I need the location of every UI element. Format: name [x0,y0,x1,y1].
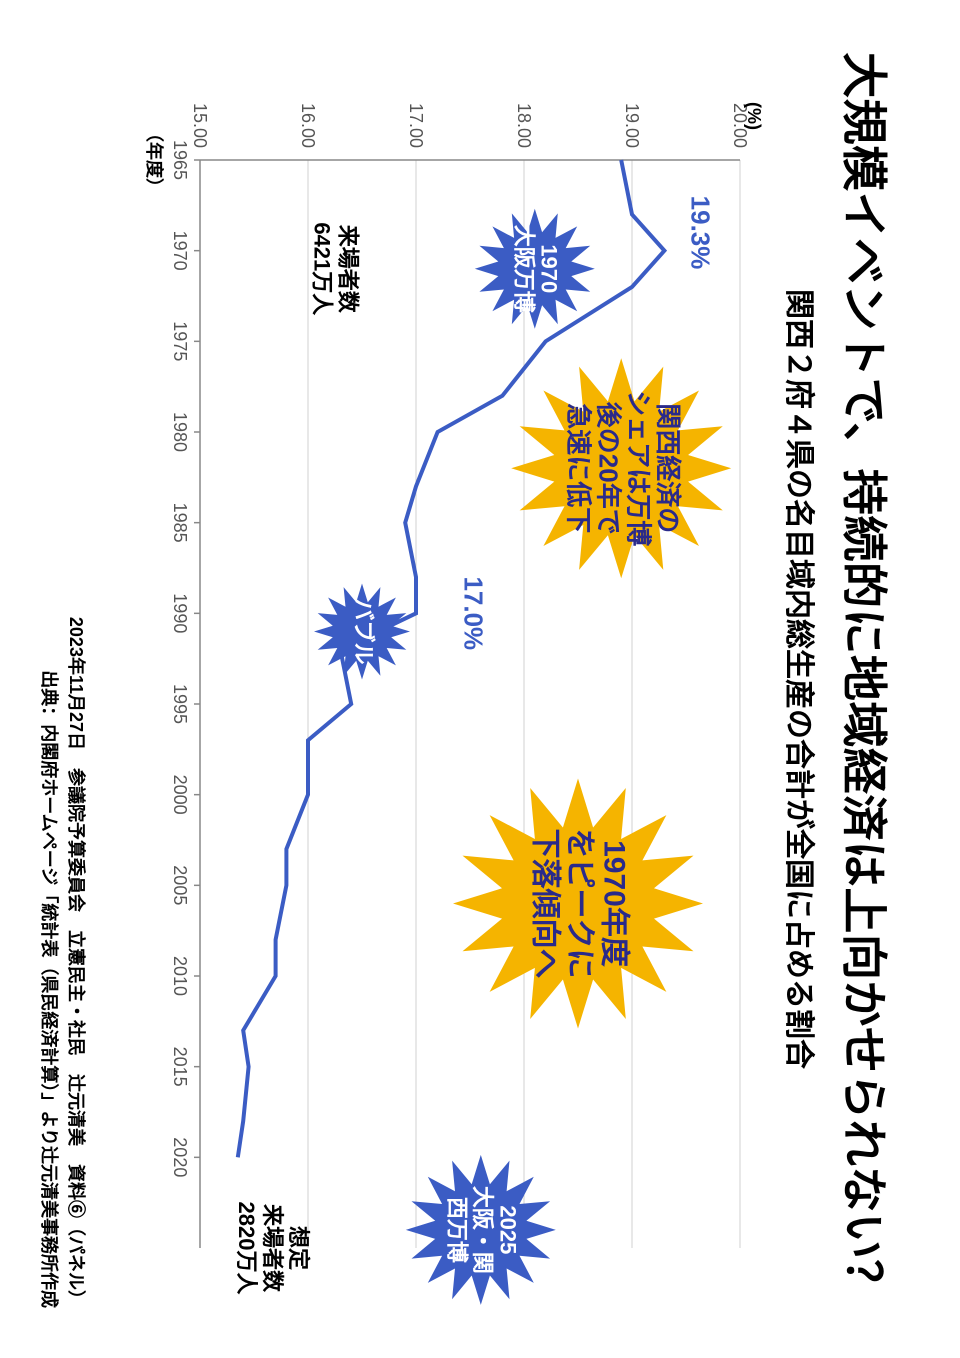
expo-2025-label: 2025 [495,1205,520,1254]
x-tick-label: 2020 [170,1137,190,1177]
decline-annotation-label: 関西経済の [653,403,683,533]
x-tick-label: 2015 [170,1047,190,1087]
footer: 2023年11月27日 参議院予算委員会 立憲民主・社民 辻元清美 資料⑥（パネ… [35,50,89,1308]
x-tick-label: 1965 [170,140,190,180]
y-tick-label: 15.00 [190,103,210,148]
x-axis-unit: （年度） [144,124,165,196]
x-tick-label: 1980 [170,412,190,452]
expo-1970-label: 大阪万博 [511,225,536,313]
page-title: 大規模イベントで、持続的に地域経済は上向かせられない？ [834,50,900,1308]
x-tick-label: 2000 [170,775,190,815]
bubble-value-label: 17.0% [459,576,489,650]
x-tick-label: 2010 [170,956,190,996]
y-tick-label: 16.00 [298,103,318,148]
decline-annotation-label: シェアは万博 [623,390,653,546]
y-tick-label: 17.00 [406,103,426,148]
expo-2025-label: 大阪・関 [470,1186,495,1274]
peak-annotation-label: 1970年度 [598,840,631,967]
footer-line-2: 出典：内閣府ホームページ「統計表（県民経済計算）」より辻元清美事務所作成 [35,50,62,1308]
x-tick-label: 1995 [170,684,190,724]
visitors-2025-value: 2820万人 [234,1202,259,1295]
data-line [238,160,665,1157]
visitors-1970-label: 来場者数 [335,224,360,314]
decline-annotation-label: 急速に低下 [563,403,593,533]
y-tick-label: 19.00 [622,103,642,148]
expo-2025-label: 西万博 [445,1197,470,1263]
x-tick-label: 1990 [170,593,190,633]
x-tick-label: 2005 [170,865,190,905]
peak-value-label: 19.3% [685,196,715,270]
peak-annotation-label: 下落傾向へ [529,828,562,978]
y-tick-label: 18.00 [514,103,534,148]
bubble-label: バブル [351,598,376,664]
y-axis-unit: (%) [744,102,764,130]
line-chart: 15.0016.0017.0018.0019.0020.00(%)1965197… [130,50,770,1308]
visitors-2025-note: 想定 [286,1226,311,1270]
footer-line-1: 2023年11月27日 参議院予算委員会 立憲民主・社民 辻元清美 資料⑥（パネ… [62,50,89,1308]
x-tick-label: 1975 [170,321,190,361]
expo-1970-label: 1970 [537,244,562,293]
x-tick-label: 1970 [170,231,190,271]
chart-container: 15.0016.0017.0018.0019.0020.00(%)1965197… [130,50,770,1308]
visitors-2025-label: 来場者数 [260,1203,285,1293]
x-tick-label: 1985 [170,503,190,543]
page-subtitle: 関西２府４県の名目域内総生産の合計が全国に占める割合 [780,50,824,1308]
decline-annotation-label: 後の20年で [593,402,623,535]
visitors-1970-value: 6421万人 [309,222,334,315]
peak-annotation-label: をピークに [563,828,596,978]
